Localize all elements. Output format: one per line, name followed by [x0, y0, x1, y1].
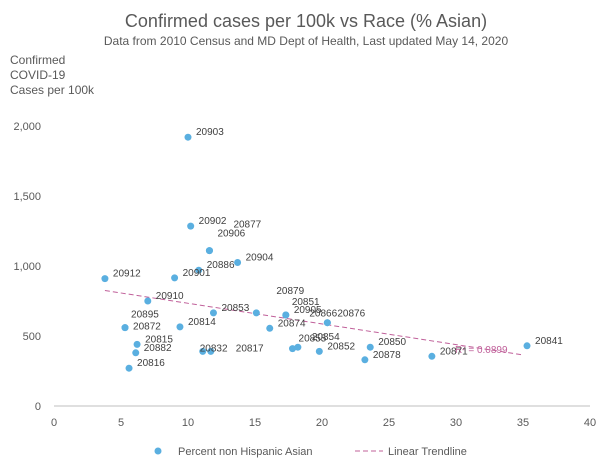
- data-point-20878: [361, 356, 369, 364]
- data-point-20910: [144, 297, 152, 305]
- y-tick-label: 0: [35, 401, 41, 413]
- x-tick-label: 40: [584, 417, 596, 429]
- x-tick-label: 5: [118, 417, 124, 429]
- y-tick-label: 1,500: [13, 191, 41, 203]
- chart-subtitle: Data from 2010 Census and MD Dept of Hea…: [104, 34, 509, 48]
- point-label-20815: 20815: [145, 334, 173, 345]
- data-point-20817: [207, 347, 215, 355]
- data-point-20879: [252, 309, 260, 317]
- point-label-20906: 20906: [217, 229, 245, 240]
- data-point-20854: [294, 343, 302, 351]
- data-point-20904: [234, 259, 242, 266]
- point-label-20814: 20814: [188, 317, 216, 328]
- x-tick-label: 30: [450, 417, 462, 429]
- y-tick-label: 2,000: [13, 121, 41, 133]
- chart-title: Confirmed cases per 100k vs Race (% Asia…: [125, 11, 487, 31]
- trendline: [104, 290, 524, 356]
- data-point-20903: [184, 133, 192, 141]
- data-point-20912: [101, 275, 109, 283]
- point-label-20905: 20905: [294, 305, 322, 316]
- data-point-20905: [282, 311, 290, 319]
- y-axis-ticks: 0 500 1,000 1,500 2,000: [13, 121, 41, 413]
- data-point-20902: [187, 222, 195, 230]
- point-label-20871: 20871: [440, 346, 468, 357]
- data-point-20814: [176, 323, 184, 331]
- x-tick-label: 0: [51, 417, 57, 429]
- point-label-20882: 20882: [144, 343, 172, 354]
- point-label-20852: 20852: [327, 341, 355, 352]
- point-label-20855: 20855: [299, 334, 327, 345]
- data-point-20871: [428, 352, 436, 360]
- data-point-20906: [205, 247, 213, 255]
- point-label-20832: 20832: [200, 343, 228, 354]
- data-point-20852: [315, 347, 323, 355]
- point-label-20872: 20872: [133, 322, 161, 333]
- y-axis-label-line-1: Confirmed: [10, 53, 65, 67]
- point-label-20901: 20901: [183, 268, 211, 279]
- data-point-20901: [171, 274, 179, 282]
- data-point-20886: [195, 266, 203, 274]
- point-label-20841: 20841: [535, 336, 563, 347]
- point-label-20817: 20817: [236, 343, 264, 354]
- x-tick-label: 10: [182, 417, 194, 429]
- point-label-20879: 20879: [276, 286, 304, 297]
- data-point-20850: [366, 343, 374, 351]
- data-point-20853: [209, 309, 217, 317]
- data-point-20874: [266, 324, 274, 332]
- data-point-20815: [133, 340, 141, 348]
- legend-label-trendline: Linear Trendline: [388, 446, 467, 458]
- point-label-20902: 20902: [199, 216, 227, 227]
- data-point-20832: [199, 347, 207, 355]
- point-label-20850: 20850: [378, 337, 406, 348]
- data-point-20816: [125, 364, 133, 372]
- point-label-20851: 20851: [292, 297, 320, 308]
- point-label-20912: 20912: [113, 269, 141, 280]
- point-label-20904: 20904: [246, 253, 274, 264]
- legend-marker-scatter: [154, 447, 162, 455]
- point-label-20874: 20874: [278, 318, 306, 329]
- x-tick-label: 15: [249, 417, 261, 429]
- legend: Percent non Hispanic Asian Linear Trendl…: [154, 446, 467, 458]
- point-label-20886: 20886: [207, 260, 235, 271]
- data-point-20876: [323, 319, 331, 327]
- data-point-20882: [132, 349, 140, 357]
- data-point-20872: [121, 324, 129, 332]
- x-tick-label: 35: [517, 417, 529, 429]
- data-point-20841: [523, 342, 531, 350]
- legend-label-scatter: Percent non Hispanic Asian: [178, 446, 313, 458]
- point-label-20866: 20866: [309, 309, 337, 320]
- x-axis-ticks: 0 5 10 15 20 25 30 35 40: [51, 417, 596, 429]
- point-label-20895: 20895: [131, 310, 159, 321]
- point-label-20878: 20878: [373, 350, 401, 361]
- point-label-20903: 20903: [196, 127, 224, 138]
- y-tick-label: 500: [23, 331, 41, 343]
- trendline-group: R² = 0.0899: [104, 290, 524, 356]
- point-label-20853: 20853: [221, 303, 249, 314]
- point-label-20910: 20910: [156, 291, 184, 302]
- r-squared-label: R² = 0.0899: [455, 345, 508, 356]
- x-tick-label: 25: [383, 417, 395, 429]
- point-label-20876: 20876: [337, 309, 365, 320]
- y-tick-label: 1,000: [13, 261, 41, 273]
- data-point-20855: [289, 345, 297, 353]
- point-label-20816: 20816: [137, 358, 165, 369]
- y-axis-label-line-3: Cases per 100k: [10, 83, 95, 97]
- y-axis-label-line-2: COVID-19: [10, 68, 66, 82]
- point-label-20854: 20854: [312, 332, 340, 343]
- x-tick-label: 20: [316, 417, 328, 429]
- point-label-20877: 20877: [233, 220, 261, 231]
- data-points: [101, 133, 531, 372]
